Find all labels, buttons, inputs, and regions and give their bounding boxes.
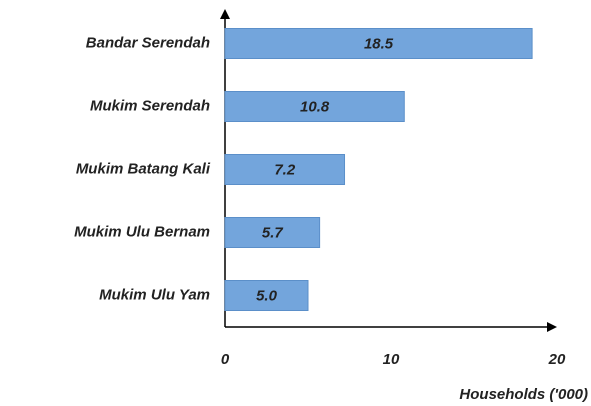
data-label: 18.5 bbox=[364, 35, 394, 52]
bar bbox=[224, 280, 309, 311]
data-label: 5.0 bbox=[256, 287, 278, 304]
y-tick-label: Mukim Ulu Yam bbox=[99, 286, 210, 303]
bar bbox=[224, 28, 533, 59]
y-tick-label: Mukim Batang Kali bbox=[76, 160, 211, 177]
data-label: 5.7 bbox=[262, 224, 284, 241]
bar bbox=[224, 91, 405, 122]
bar bbox=[224, 217, 321, 248]
y-tick-label: Mukim Ulu Bernam bbox=[74, 223, 210, 240]
y-tick-label: Mukim Serendah bbox=[90, 97, 210, 114]
bar bbox=[224, 154, 346, 185]
data-label: 7.2 bbox=[274, 161, 296, 178]
x-tick-label: 0 bbox=[221, 351, 230, 368]
x-tick-label: 20 bbox=[548, 351, 566, 368]
y-tick-label: Bandar Serendah bbox=[86, 34, 210, 51]
x-axis-label: Households ('000) bbox=[459, 386, 588, 403]
x-tick-label: 10 bbox=[383, 351, 400, 368]
data-label: 10.8 bbox=[300, 98, 330, 115]
